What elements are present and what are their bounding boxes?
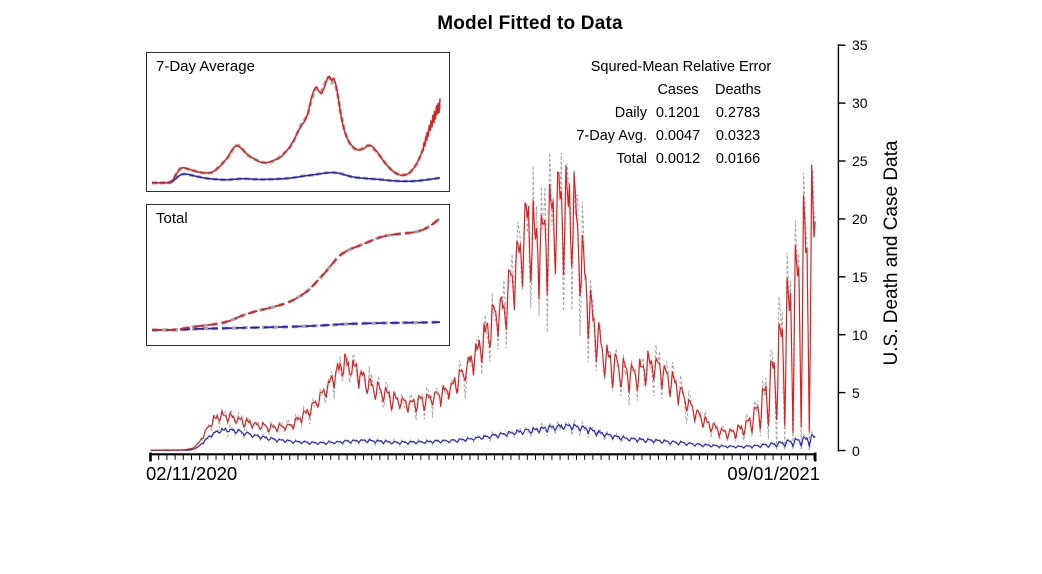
error-table: Squred-Mean Relative Error Cases Deaths … xyxy=(551,56,811,171)
cases-avg-model-line xyxy=(152,75,441,184)
x-tick-label-end: 09/01/2021 xyxy=(727,463,820,484)
row-cases-value: 0.0047 xyxy=(655,128,701,144)
error-table-title: Squred-Mean Relative Error xyxy=(590,59,772,75)
cases-total-model-line xyxy=(152,217,441,331)
row-deaths-value: 0.2783 xyxy=(715,105,761,121)
chart-title: Model Fitted to Data xyxy=(437,13,623,34)
error-table-row-7day: 7-Day Avg. 0.0047 0.0323 xyxy=(551,125,811,148)
row-label: Daily xyxy=(614,105,647,121)
deaths-model-line xyxy=(150,423,816,451)
deaths-avg-model-line xyxy=(152,171,441,184)
error-table-row-total: Total 0.0012 0.0166 xyxy=(551,148,811,171)
cases-data-line xyxy=(150,152,816,451)
row-cases-value: 0.1201 xyxy=(655,105,701,121)
row-cases-value: 0.0012 xyxy=(655,151,701,167)
cases-avg-data-line xyxy=(152,75,442,185)
row-label: 7-Day Avg. xyxy=(576,128,647,144)
inset-7day-label: 7-Day Average xyxy=(156,58,255,75)
y-tick-label: 35 xyxy=(852,37,868,54)
y-tick-label: 30 xyxy=(852,95,868,112)
y-tick-label: 15 xyxy=(852,268,868,285)
error-table-header-deaths: Deaths xyxy=(715,82,761,98)
x-tick-label-start: 02/11/2020 xyxy=(146,463,238,484)
y-tick-label: 20 xyxy=(852,210,868,227)
y-tick-label: 25 xyxy=(852,153,868,169)
row-label: Total xyxy=(616,151,647,167)
deaths-total-model-line xyxy=(152,321,440,331)
inset-total-label: Total xyxy=(156,210,188,227)
y-tick-label: 5 xyxy=(852,384,860,401)
y-tick-label: 0 xyxy=(852,442,860,459)
y-axis-title: U.S. Death and Case Data xyxy=(881,140,902,366)
inset-7day-panel xyxy=(146,52,450,192)
error-table-row-daily: Daily 0.1201 0.2783 xyxy=(551,102,811,125)
error-table-header-spacer xyxy=(551,79,647,102)
error-table-header-row: Cases Deaths xyxy=(551,79,811,102)
cases-model-line xyxy=(150,164,816,451)
error-table-header-cases: Cases xyxy=(657,82,699,98)
inset-total-panel xyxy=(146,204,450,346)
y-tick-label: 10 xyxy=(852,326,868,343)
row-deaths-value: 0.0166 xyxy=(715,151,761,167)
row-deaths-value: 0.0323 xyxy=(715,128,761,144)
